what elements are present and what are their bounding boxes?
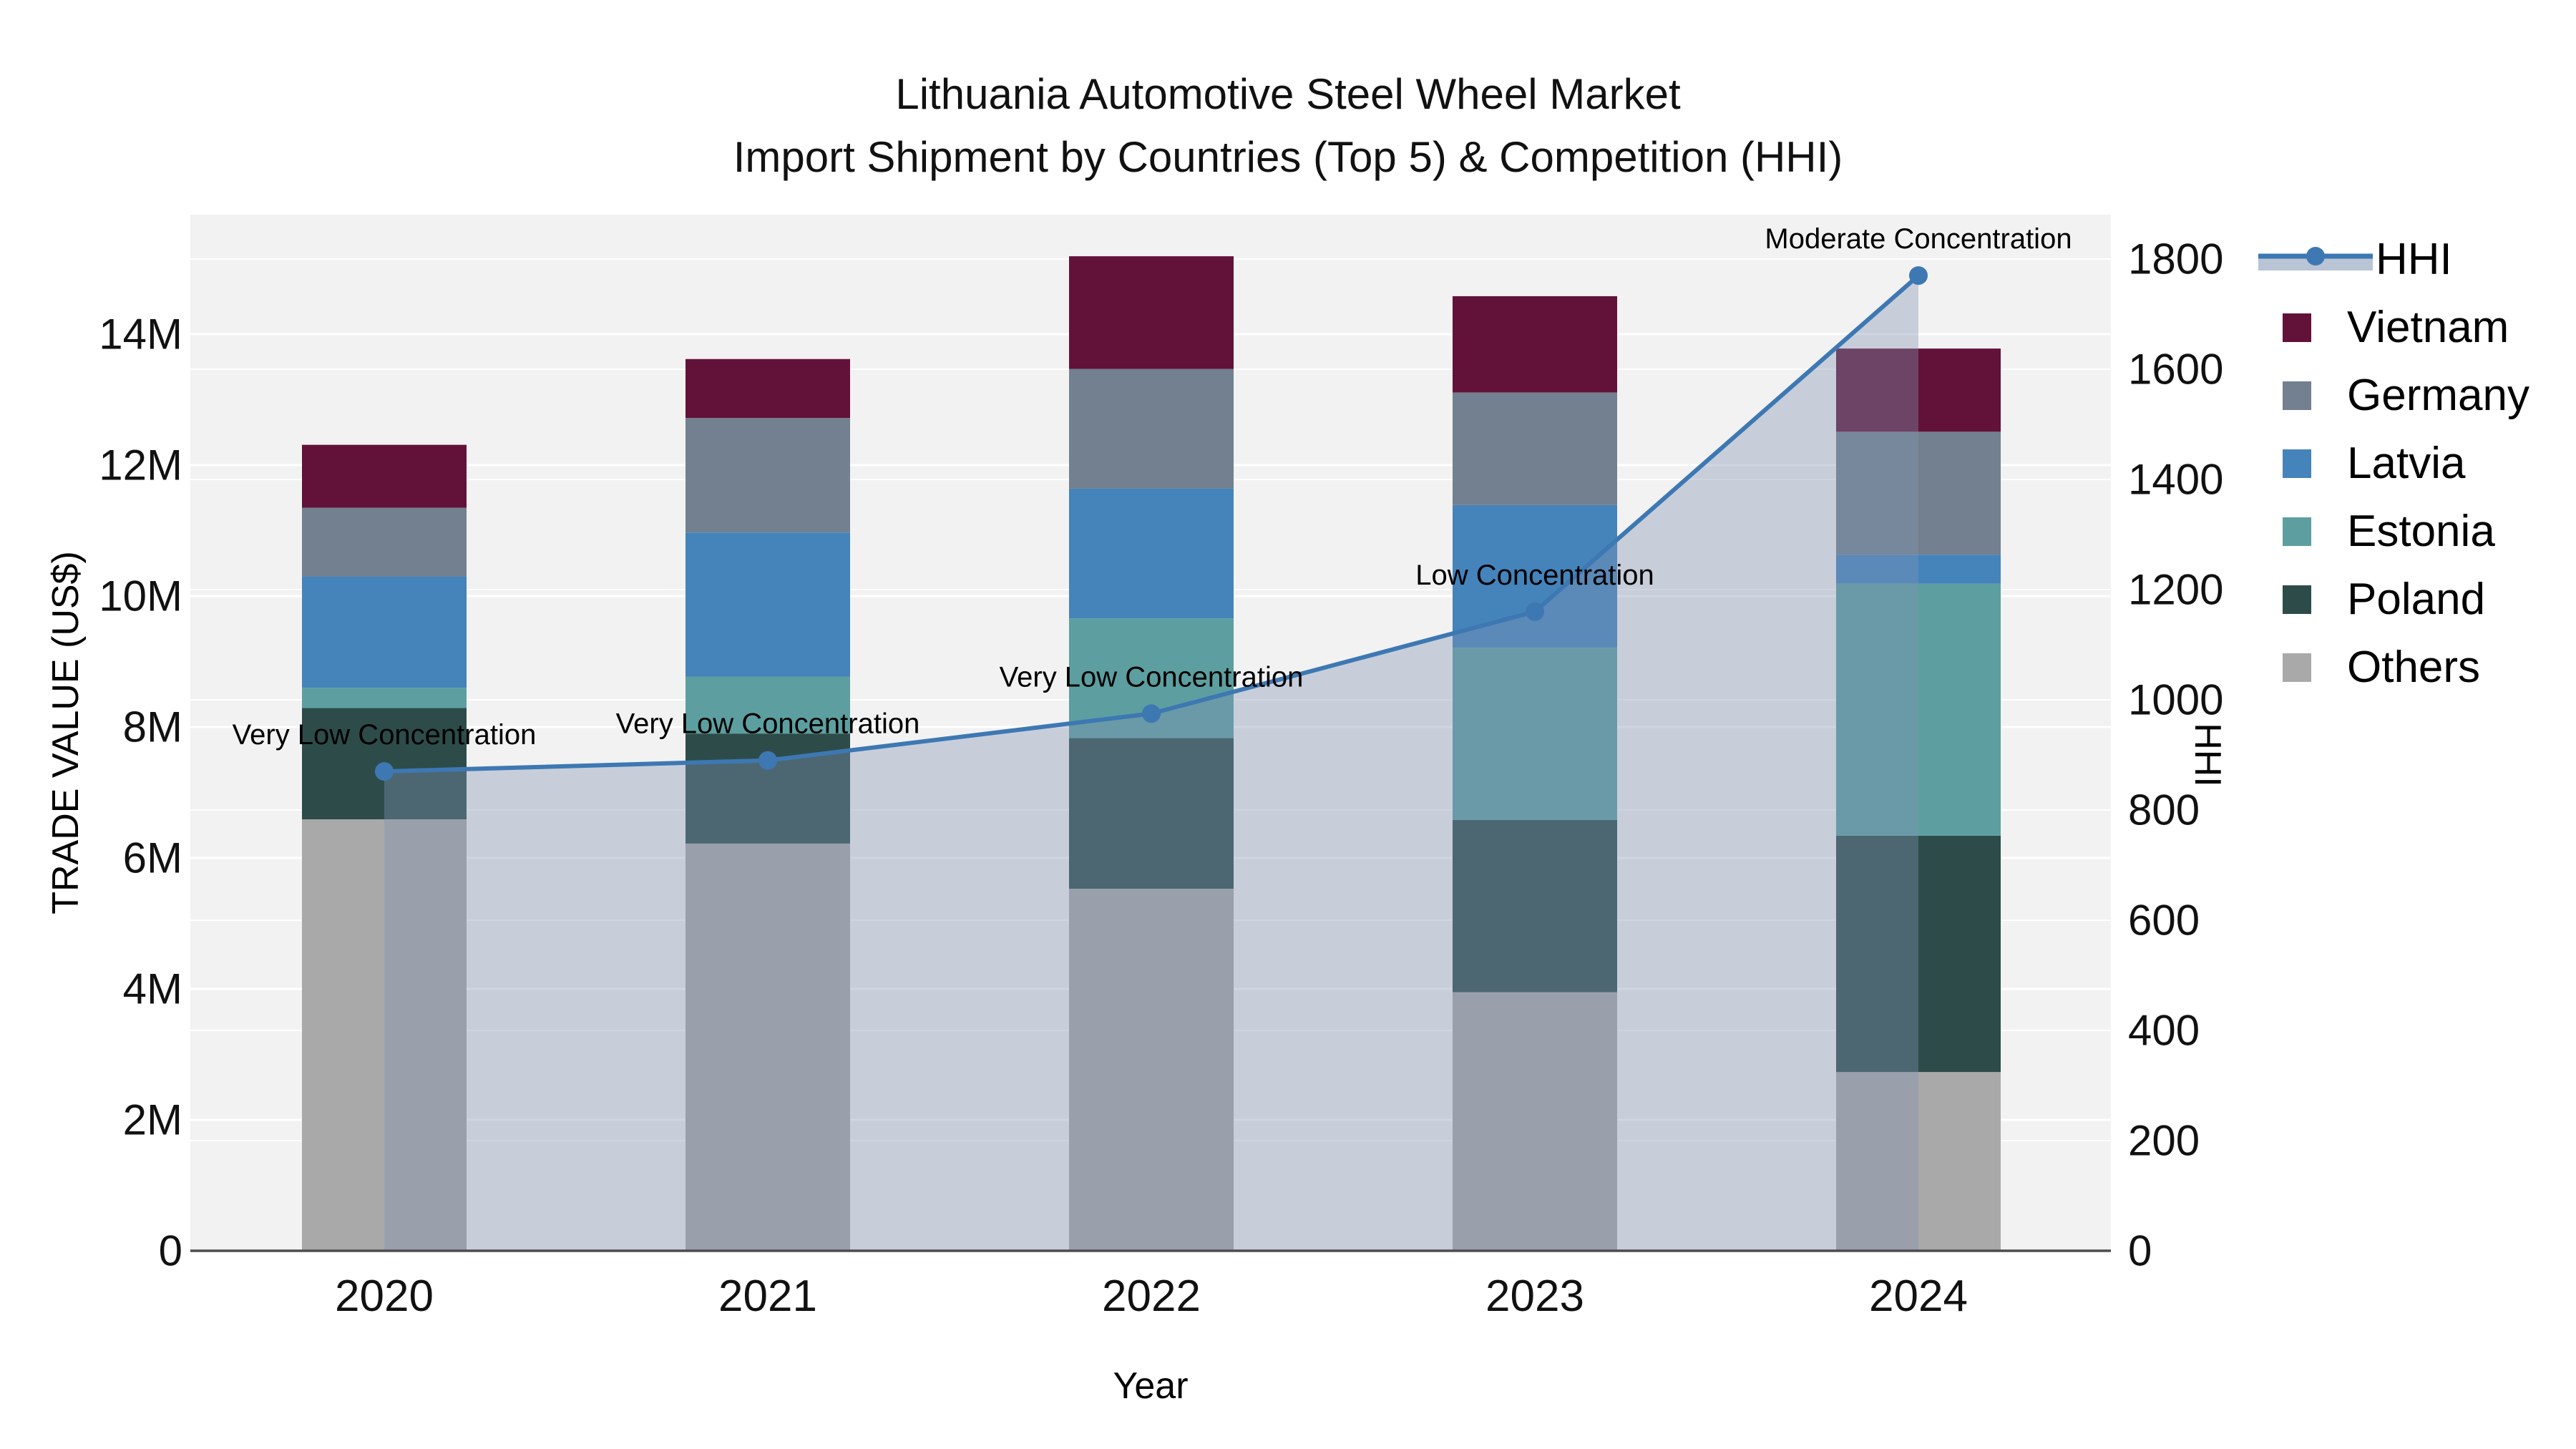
hhi-line-swatch: [2258, 246, 2373, 270]
estonia-color-swatch: [2283, 517, 2311, 546]
bar-segment-2024-others[interactable]: [1836, 1072, 2001, 1251]
legend-item-others[interactable]: Others: [2253, 633, 2529, 701]
left-tick-0: 0: [159, 1227, 182, 1275]
others-color-swatch: [2283, 653, 2311, 682]
x-tick-2022[interactable]: 2022: [1102, 1272, 1201, 1321]
bar-segment-2024-latvia[interactable]: [1836, 555, 2001, 584]
chart-title-line2: Import Shipment by Countries (Top 5) & C…: [733, 133, 1843, 181]
annotation-2022: Very Low Concentration: [1000, 661, 1304, 693]
right-tick-1800: 1800: [2128, 235, 2223, 283]
latvia-color-swatch: [2283, 449, 2311, 478]
hhi-marker-2024[interactable]: [1909, 266, 1928, 286]
bar-segment-2022-vietnam[interactable]: [1069, 256, 1234, 369]
left-tick-6M: 6M: [123, 834, 182, 882]
x-tick-2023[interactable]: 2023: [1485, 1272, 1584, 1321]
bar-segment-2023-poland[interactable]: [1453, 819, 1617, 992]
bar-segment-2021-vietnam[interactable]: [686, 358, 850, 419]
bar-segment-2022-others[interactable]: [1069, 889, 1234, 1251]
right-tick-0: 0: [2128, 1227, 2152, 1275]
legend-item-estonia[interactable]: Estonia: [2253, 497, 2529, 565]
x-tick-2024[interactable]: 2024: [1869, 1272, 1968, 1321]
right-tick-400: 400: [2128, 1007, 2200, 1055]
left-tick-4M: 4M: [123, 965, 182, 1013]
bar-segment-2023-germany[interactable]: [1453, 392, 1617, 505]
hhi-marker-2022[interactable]: [1142, 704, 1161, 723]
legend-label-latvia: Latvia: [2347, 439, 2466, 488]
legend-label-others: Others: [2347, 643, 2481, 692]
right-tick-1200: 1200: [2128, 566, 2223, 614]
bar-segment-2021-estonia[interactable]: [686, 676, 850, 734]
chart-title-block: Lithuania Automotive Steel Wheel Market …: [0, 63, 2576, 189]
germany-color-swatch: [2283, 381, 2311, 410]
bar-segment-2024-poland[interactable]: [1836, 835, 2001, 1073]
bar-segment-2022-poland[interactable]: [1069, 738, 1234, 889]
x-tick-2020[interactable]: 2020: [335, 1272, 434, 1321]
annotation-2023: Low Concentration: [1415, 560, 1654, 591]
bar-segment-2021-germany[interactable]: [686, 418, 850, 533]
right-tick-800: 800: [2128, 786, 2200, 834]
right-tick-600: 600: [2128, 897, 2200, 945]
right-tick-1600: 1600: [2128, 346, 2223, 394]
bar-segment-2020-others[interactable]: [302, 819, 467, 1251]
bar-segment-2023-vietnam[interactable]: [1453, 296, 1617, 393]
chart-title-line1: Lithuania Automotive Steel Wheel Market: [895, 70, 1681, 118]
left-tick-8M: 8M: [123, 703, 182, 751]
bar-segment-2023-estonia[interactable]: [1453, 648, 1617, 820]
right-axis-title: HHI: [2187, 723, 2228, 787]
legend: HHI Vietnam Germany Latvia Estonia Poland Othe…: [2253, 225, 2529, 701]
bar-segment-2021-latvia[interactable]: [686, 532, 850, 677]
hhi-area-fill: [384, 275, 1918, 1252]
bar-segment-2020-latvia[interactable]: [302, 576, 467, 688]
bar-segment-2023-latvia[interactable]: [1453, 504, 1617, 648]
legend-label-germany: Germany: [2347, 371, 2529, 420]
x-tick-2021[interactable]: 2021: [718, 1272, 817, 1321]
left-axis-title: TRADE VALUE (US$): [45, 551, 87, 914]
annotation-2021: Very Low Concentration: [616, 708, 920, 740]
hhi-marker-2021[interactable]: [758, 751, 777, 770]
bar-segment-2023-others[interactable]: [1453, 992, 1617, 1251]
bar-segment-2020-vietnam[interactable]: [302, 444, 467, 508]
annotation-2020: Very Low Concentration: [233, 719, 537, 751]
legend-label-poland: Poland: [2347, 575, 2486, 624]
legend-label-vietnam: Vietnam: [2347, 303, 2509, 352]
vietnam-color-swatch: [2283, 313, 2311, 342]
bar-segment-2022-germany[interactable]: [1069, 369, 1234, 489]
hhi-marker-2023[interactable]: [1526, 602, 1544, 621]
hhi-marker-2020[interactable]: [375, 762, 394, 781]
left-tick-2M: 2M: [123, 1096, 182, 1144]
bar-segment-2024-germany[interactable]: [1836, 431, 2001, 555]
right-tick-200: 200: [2128, 1117, 2200, 1165]
legend-item-hhi[interactable]: HHI: [2253, 225, 2529, 293]
left-tick-10M: 10M: [99, 572, 182, 620]
legend-label-estonia: Estonia: [2347, 507, 2495, 556]
right-tick-1000: 1000: [2128, 676, 2223, 724]
annotation-2024: Moderate Concentration: [1765, 223, 2072, 255]
bar-segment-2020-germany[interactable]: [302, 507, 467, 577]
legend-label-hhi: HHI: [2376, 235, 2452, 284]
bar-segment-2024-estonia[interactable]: [1836, 583, 2001, 836]
legend-item-germany[interactable]: Germany: [2253, 361, 2529, 429]
left-tick-14M: 14M: [99, 311, 182, 358]
right-tick-1400: 1400: [2128, 456, 2223, 504]
poland-color-swatch: [2283, 585, 2311, 614]
bar-segment-2024-vietnam[interactable]: [1836, 348, 2001, 432]
legend-item-latvia[interactable]: Latvia: [2253, 429, 2529, 497]
legend-item-vietnam[interactable]: Vietnam: [2253, 293, 2529, 361]
legend-item-poland[interactable]: Poland: [2253, 565, 2529, 633]
bar-segment-2022-latvia[interactable]: [1069, 488, 1234, 619]
x-axis-title: Year: [1113, 1365, 1189, 1407]
bar-segment-2020-estonia[interactable]: [302, 688, 467, 708]
left-tick-12M: 12M: [99, 441, 182, 489]
bar-segment-2021-others[interactable]: [686, 843, 850, 1251]
